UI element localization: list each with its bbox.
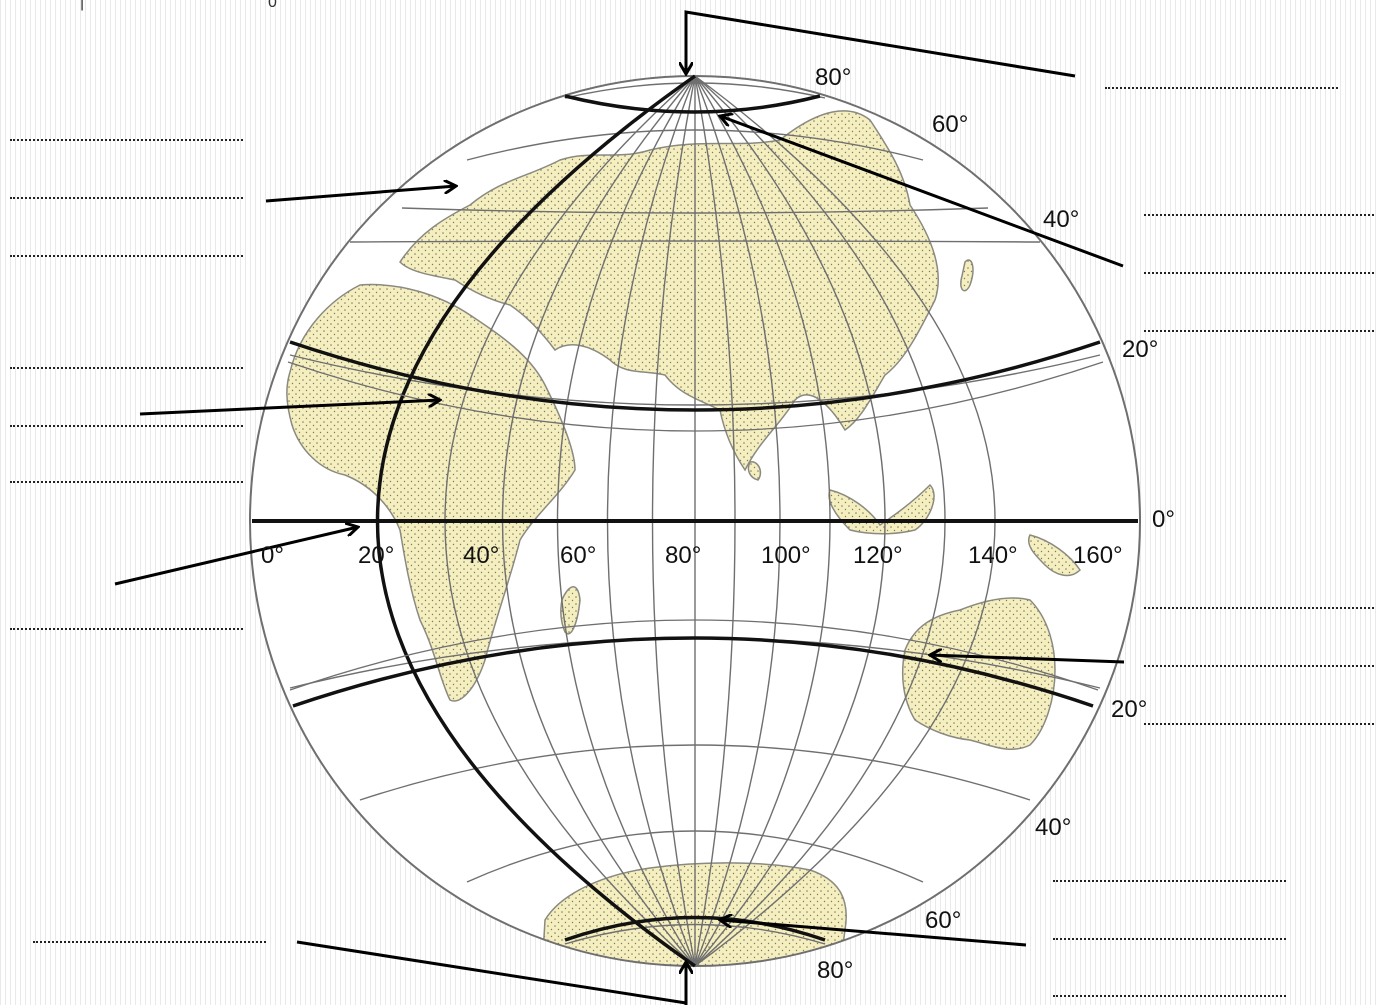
longitude-labels: 0° 20° 40° 60° 80° 100° 120° 140° 160°	[261, 542, 1123, 569]
arrow-tropic-of-cancer	[139, 400, 440, 416]
latitude-label: 80°	[815, 64, 851, 91]
latitude-label: 60°	[925, 907, 961, 934]
longitude-label: 20°	[358, 542, 394, 569]
longitude-label: 100°	[761, 542, 811, 569]
answer-blank[interactable]	[1144, 607, 1374, 609]
answer-blank[interactable]	[10, 367, 243, 369]
continents	[286, 110, 1081, 966]
arrow-south-pole	[296, 940, 687, 1005]
header-mark: |	[80, 0, 85, 11]
answer-blank[interactable]	[10, 197, 243, 199]
tropic-of-capricorn-line	[292, 636, 1094, 708]
latitude-label: 40°	[1043, 206, 1079, 233]
answer-blank[interactable]	[10, 628, 243, 630]
latitude-label: 0°	[1152, 506, 1175, 533]
arrow-tropic-of-capricorn	[930, 655, 1125, 664]
answer-blank[interactable]	[1053, 995, 1286, 997]
papua	[1028, 534, 1081, 577]
japan	[960, 259, 974, 292]
answer-blank[interactable]	[1144, 665, 1374, 667]
antarctic-circle-line	[564, 915, 826, 942]
arrow-north-pole	[686, 10, 1076, 78]
antarctica	[539, 862, 847, 966]
answer-blank[interactable]	[10, 425, 243, 427]
longitude-label: 120°	[853, 542, 903, 569]
latitude-label: 60°	[932, 111, 968, 138]
answer-blank[interactable]	[1144, 272, 1374, 274]
longitude-label: 40°	[463, 542, 499, 569]
answer-blank[interactable]	[10, 139, 243, 141]
arctic-circle-line	[564, 94, 821, 114]
eurasia	[399, 110, 939, 472]
answer-blank[interactable]	[10, 255, 243, 257]
longitude-label: 80°	[665, 542, 701, 569]
latitude-labels: 80° 60° 40° 20° 0° 20° 40° 60° 80°	[815, 64, 1175, 984]
header-mark: 0	[268, 0, 277, 11]
longitude-label: 160°	[1073, 542, 1123, 569]
answer-blank[interactable]	[33, 941, 266, 943]
arrows	[114, 10, 1125, 1005]
answer-blank[interactable]	[1053, 938, 1286, 940]
latitude-label: 20°	[1122, 336, 1158, 363]
answer-blank[interactable]	[10, 481, 243, 483]
arrow-prime-meridian	[265, 186, 456, 203]
latitude-label: 20°	[1111, 696, 1147, 723]
arrow-equator	[114, 527, 358, 586]
latitude-label: 40°	[1035, 814, 1071, 841]
arrow-arctic-circle	[720, 116, 1124, 268]
arrow-antarctic-circle	[720, 920, 1027, 947]
longitude-label: 0°	[261, 542, 284, 569]
answer-blank[interactable]	[1144, 214, 1374, 216]
answer-blank[interactable]	[1105, 87, 1338, 89]
answer-blank[interactable]	[1053, 880, 1286, 882]
sri-lanka	[747, 461, 762, 481]
highlight-lines	[252, 74, 1138, 968]
tropic-of-cancer-line	[289, 340, 1101, 412]
latitude-label: 80°	[817, 957, 853, 984]
answer-blank[interactable]	[1144, 723, 1374, 725]
longitude-label: 140°	[968, 542, 1018, 569]
africa	[286, 283, 576, 702]
answer-blank[interactable]	[1144, 330, 1374, 332]
longitude-label: 60°	[560, 542, 596, 569]
